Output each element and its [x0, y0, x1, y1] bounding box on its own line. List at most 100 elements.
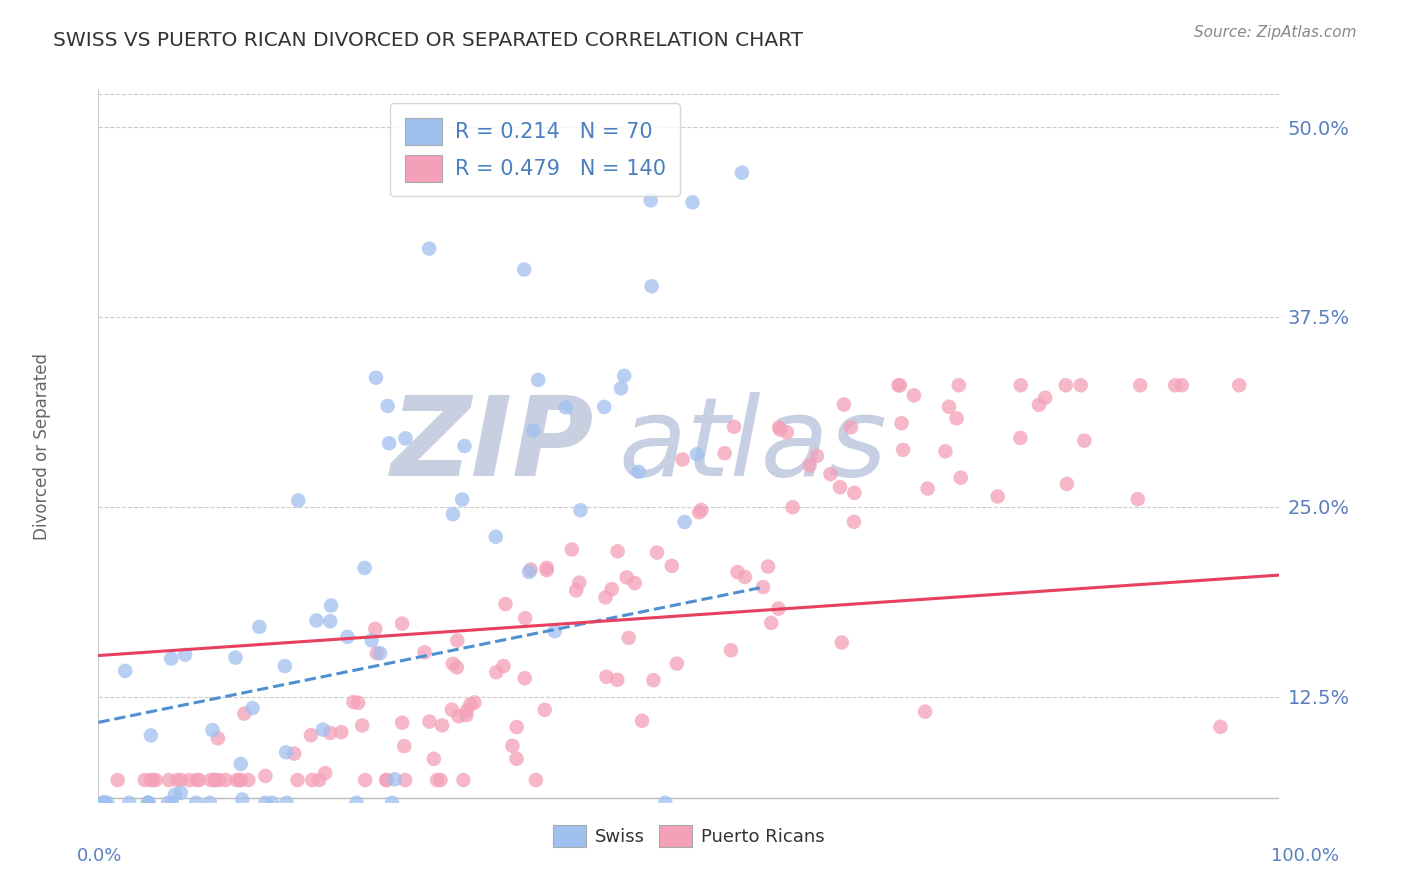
Text: Source: ZipAtlas.com: Source: ZipAtlas.com — [1194, 25, 1357, 40]
Point — [308, 772, 330, 787]
Point — [381, 796, 404, 810]
Text: 100.0%: 100.0% — [1271, 847, 1339, 865]
Point — [654, 796, 676, 810]
Point — [198, 796, 221, 810]
Point — [643, 673, 665, 688]
Point — [731, 166, 754, 180]
Legend: Swiss, Puerto Ricans: Swiss, Puerto Ricans — [546, 818, 832, 855]
Point — [485, 530, 508, 544]
Point — [319, 726, 342, 740]
Point — [204, 772, 226, 787]
Point — [889, 378, 911, 392]
Point — [949, 470, 972, 484]
Point — [114, 664, 136, 678]
Point — [254, 769, 277, 783]
Point — [1070, 378, 1092, 392]
Point — [247, 620, 270, 634]
Point — [352, 718, 374, 732]
Point — [242, 701, 264, 715]
Point — [229, 772, 252, 787]
Point — [769, 422, 792, 436]
Point — [569, 503, 592, 517]
Point — [688, 505, 710, 519]
Point — [451, 492, 474, 507]
Point — [671, 452, 693, 467]
Point — [782, 500, 804, 515]
Point — [184, 796, 207, 810]
Point — [413, 645, 436, 659]
Point — [377, 399, 399, 413]
Point — [617, 631, 640, 645]
Point — [513, 671, 536, 685]
Point — [142, 772, 165, 787]
Point — [987, 490, 1010, 504]
Point — [1209, 720, 1232, 734]
Point — [166, 772, 188, 787]
Point — [342, 695, 364, 709]
Point — [527, 373, 550, 387]
Point — [831, 635, 853, 649]
Point — [366, 646, 388, 660]
Point — [1227, 378, 1250, 392]
Point — [214, 772, 236, 787]
Point — [170, 772, 193, 787]
Point — [544, 624, 567, 639]
Point — [299, 728, 322, 742]
Point — [1028, 398, 1050, 412]
Point — [938, 400, 960, 414]
Point — [364, 622, 387, 636]
Point — [160, 651, 183, 665]
Point — [565, 583, 588, 598]
Point — [426, 772, 449, 787]
Point — [446, 660, 468, 674]
Point — [353, 561, 375, 575]
Point — [945, 411, 967, 425]
Point — [207, 731, 229, 746]
Point — [354, 772, 377, 787]
Point — [686, 447, 709, 461]
Point — [423, 752, 446, 766]
Point — [1129, 378, 1152, 392]
Point — [752, 580, 775, 594]
Point — [187, 772, 209, 787]
Point — [138, 796, 160, 810]
Point — [384, 772, 406, 787]
Point — [391, 616, 413, 631]
Point — [505, 752, 527, 766]
Point — [606, 673, 628, 687]
Point — [723, 420, 745, 434]
Point — [229, 756, 252, 771]
Point — [394, 431, 416, 445]
Point — [441, 507, 464, 521]
Point — [225, 772, 247, 787]
Point — [179, 772, 201, 787]
Point — [312, 723, 335, 737]
Point — [394, 772, 416, 787]
Point — [456, 708, 478, 723]
Point — [627, 465, 650, 479]
Point — [501, 739, 523, 753]
Point — [375, 772, 398, 787]
Point — [238, 772, 260, 787]
Point — [262, 796, 284, 810]
Point — [136, 796, 159, 810]
Point — [640, 194, 662, 208]
Point — [727, 565, 749, 579]
Point — [139, 772, 162, 787]
Point — [453, 772, 475, 787]
Point — [136, 796, 159, 810]
Point — [330, 725, 353, 739]
Point — [201, 723, 224, 737]
Point — [887, 378, 910, 392]
Point — [917, 482, 939, 496]
Point — [93, 796, 115, 810]
Point — [174, 648, 197, 662]
Point — [200, 772, 222, 787]
Point — [107, 772, 129, 787]
Point — [595, 670, 617, 684]
Point — [93, 796, 115, 810]
Point — [661, 558, 683, 573]
Text: ZIP: ZIP — [391, 392, 595, 500]
Point — [139, 728, 162, 742]
Point — [378, 436, 401, 450]
